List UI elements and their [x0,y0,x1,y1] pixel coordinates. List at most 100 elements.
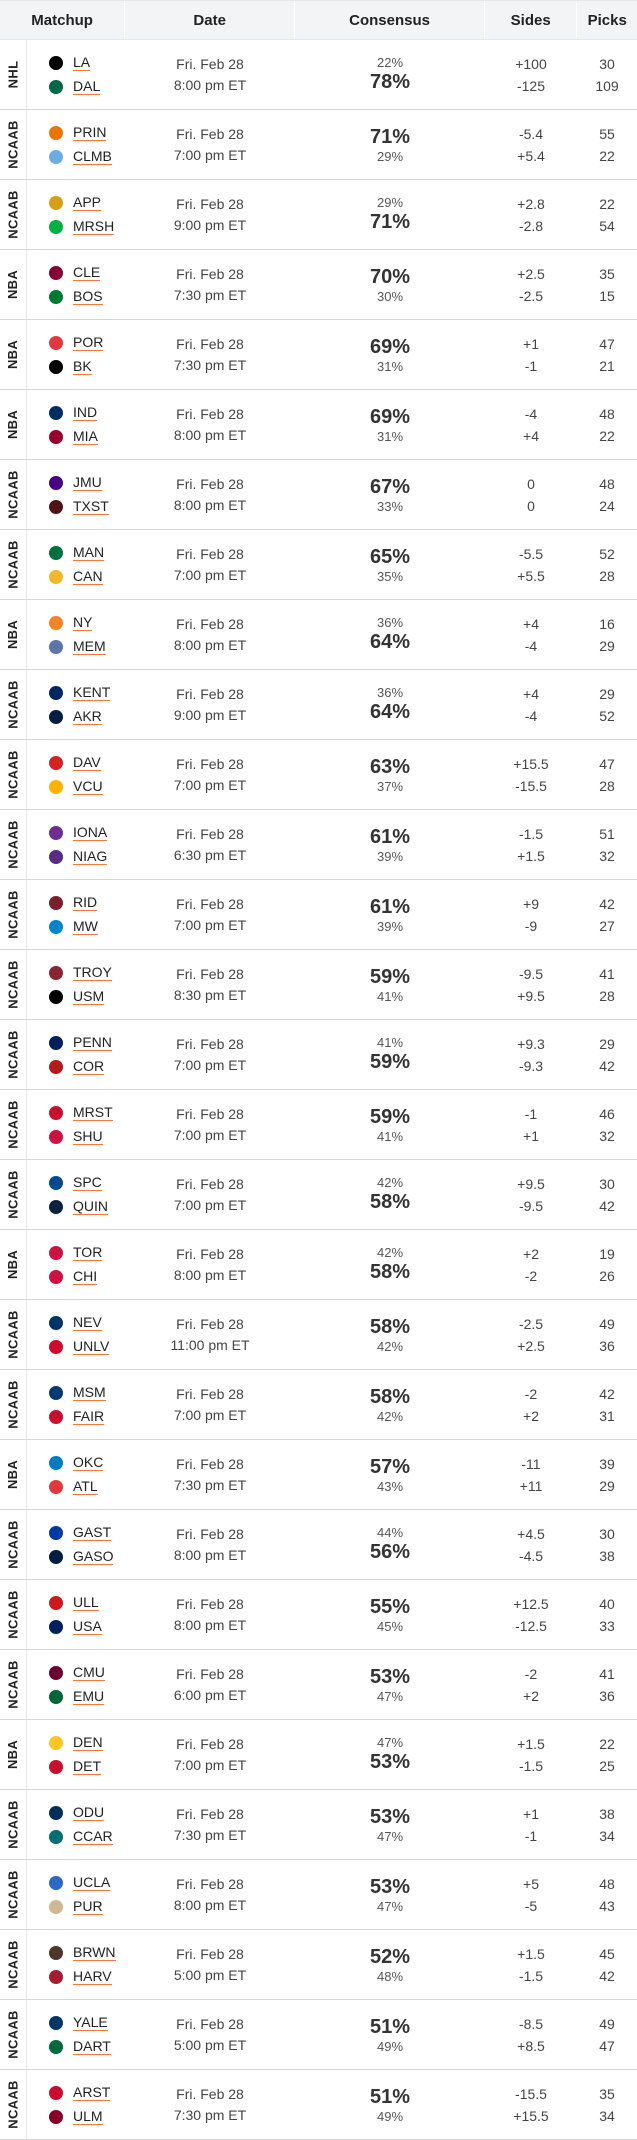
team-home[interactable]: COR [49,1058,112,1076]
team-abbr-link[interactable]: RID [73,894,98,911]
table-row[interactable]: NCAAB ODU CCAR Fri. Feb 28 7:30 pm ET 53% 47% +… [0,1790,637,1860]
team-abbr-link[interactable]: MEM [73,638,106,655]
team-abbr-link[interactable]: GAST [73,1524,112,1541]
team-home[interactable]: GASO [49,1548,114,1566]
team-abbr-link[interactable]: POR [73,334,104,351]
team-away[interactable]: MSM [49,1384,106,1402]
team-home[interactable]: HARV [49,1968,116,1986]
team-home[interactable]: UNLV [49,1338,110,1356]
team-away[interactable]: MRST [49,1104,113,1122]
team-abbr-link[interactable]: ATL [73,1478,98,1495]
table-row[interactable]: NCAAB PRIN CLMB Fri. Feb 28 7:00 pm ET 71% 29%… [0,110,637,180]
header-date[interactable]: Date [125,1,296,39]
team-abbr-link[interactable]: YALE [73,2014,108,2031]
header-sides[interactable]: Sides [485,1,578,39]
table-row[interactable]: NCAAB MRST SHU Fri. Feb 28 7:00 pm ET 59% 41% -… [0,1090,637,1160]
table-row[interactable]: NCAAB PENN COR Fri. Feb 28 7:00 pm ET 41% 59% +… [0,1020,637,1090]
table-row[interactable]: NCAAB YALE DART Fri. Feb 28 5:00 pm ET 51% 49%… [0,2000,637,2070]
team-away[interactable]: NEV [49,1314,109,1332]
team-abbr-link[interactable]: MRST [73,1104,113,1121]
team-away[interactable]: ULL [49,1594,102,1612]
team-abbr-link[interactable]: GASO [73,1548,114,1565]
table-row[interactable]: NCAAB NEV UNLV Fri. Feb 28 11:00 pm ET 58% 42%… [0,1300,637,1370]
table-row[interactable]: NCAAB RID MW Fri. Feb 28 7:00 pm ET 61% 39% +9-… [0,880,637,950]
team-abbr-link[interactable]: USA [73,1618,102,1635]
team-away[interactable]: RID [49,894,98,912]
team-abbr-link[interactable]: USM [73,988,105,1005]
table-row[interactable]: NBA CLE BOS Fri. Feb 28 7:30 pm ET 70% 30% +2.5… [0,250,637,320]
team-abbr-link[interactable]: UNLV [73,1338,110,1355]
team-abbr-link[interactable]: DAL [73,78,101,95]
team-home[interactable]: SHU [49,1128,113,1146]
team-away[interactable]: DAV [49,754,103,772]
team-away[interactable]: UCLA [49,1874,111,1892]
team-home[interactable]: FAIR [49,1408,106,1426]
team-away[interactable]: IONA [49,824,108,842]
team-abbr-link[interactable]: MRSH [73,218,115,235]
team-abbr-link[interactable]: MIA [73,428,98,445]
table-row[interactable]: NCAAB TROY USM Fri. Feb 28 8:30 pm ET 59% 41% -… [0,950,637,1020]
team-away[interactable]: POR [49,334,104,352]
team-home[interactable]: DART [49,2038,111,2056]
team-home[interactable]: DET [49,1758,103,1776]
team-abbr-link[interactable]: COR [73,1058,105,1075]
team-home[interactable]: ULM [49,2108,110,2126]
team-away[interactable]: IND [49,404,98,422]
team-away[interactable]: APP [49,194,114,212]
team-abbr-link[interactable]: CMU [73,1664,105,1681]
team-away[interactable]: YALE [49,2014,111,2032]
team-abbr-link[interactable]: CLMB [73,148,112,165]
team-away[interactable]: JMU [49,474,109,492]
header-picks[interactable]: Picks [587,11,627,29]
table-row[interactable]: NBA OKC ATL Fri. Feb 28 7:30 pm ET 57% 43% -11 +… [0,1440,637,1510]
team-home[interactable]: CCAR [49,1828,113,1846]
team-abbr-link[interactable]: NEV [73,1314,102,1331]
table-row[interactable]: NCAAB MSM FAIR Fri. Feb 28 7:00 pm ET 58% 42% -… [0,1370,637,1440]
table-row[interactable]: NBA TOR CHI Fri. Feb 28 8:00 pm ET 42% 58% +2 -2… [0,1230,637,1300]
team-away[interactable]: CMU [49,1664,105,1682]
team-away[interactable]: DEN [49,1734,103,1752]
team-abbr-link[interactable]: PUR [73,1898,103,1915]
team-home[interactable]: CLMB [49,148,112,166]
team-away[interactable]: CLE [49,264,103,282]
team-abbr-link[interactable]: BK [73,358,92,375]
table-row[interactable]: NCAAB KENT AKR Fri. Feb 28 9:00 pm ET 36% 64% +… [0,670,637,740]
team-abbr-link[interactable]: ODU [73,1804,105,1821]
team-abbr-link[interactable]: IONA [73,824,108,841]
team-home[interactable]: USA [49,1618,102,1636]
table-row[interactable]: NCAAB CMU EMU Fri. Feb 28 6:00 pm ET 53% 47% -2… [0,1650,637,1720]
team-home[interactable]: BK [49,358,103,376]
team-home[interactable]: AKR [49,708,110,726]
team-abbr-link[interactable]: SPC [73,1174,102,1191]
team-home[interactable]: MIA [49,428,98,446]
team-away[interactable]: NY [49,614,106,632]
team-abbr-link[interactable]: MSM [73,1384,106,1401]
team-abbr-link[interactable]: AKR [73,708,102,725]
team-home[interactable]: MRSH [49,218,115,236]
team-away[interactable]: TROY [49,964,112,982]
team-abbr-link[interactable]: DART [73,2038,111,2055]
team-abbr-link[interactable]: LA [73,54,91,71]
team-away[interactable]: SPC [49,1174,108,1192]
team-abbr-link[interactable]: VCU [73,778,103,795]
team-abbr-link[interactable]: EMU [73,1688,105,1705]
team-home[interactable]: CAN [49,568,104,586]
team-home[interactable]: CHI [49,1268,102,1286]
team-abbr-link[interactable]: BOS [73,288,103,305]
team-home[interactable]: BOS [49,288,103,306]
team-home[interactable]: TXST [49,498,109,516]
team-away[interactable]: ARST [49,2084,111,2102]
team-abbr-link[interactable]: DAV [73,754,101,771]
team-abbr-link[interactable]: TXST [73,498,109,515]
team-home[interactable]: PUR [49,1898,110,1916]
team-home[interactable]: MEM [49,638,106,656]
team-away[interactable]: PENN [49,1034,112,1052]
team-abbr-link[interactable]: MAN [73,544,105,561]
team-abbr-link[interactable]: PENN [73,1034,112,1051]
team-abbr-link[interactable]: IND [73,404,98,421]
table-row[interactable]: NHL LA DAL Fri. Feb 28 8:00 pm ET 22% 78% +100 -… [0,40,637,110]
team-abbr-link[interactable]: NIAG [73,848,108,865]
team-home[interactable]: ATL [49,1478,103,1496]
table-row[interactable]: NBA DEN DET Fri. Feb 28 7:00 pm ET 47% 53% +1.5… [0,1720,637,1790]
team-abbr-link[interactable]: ULM [73,2108,103,2125]
